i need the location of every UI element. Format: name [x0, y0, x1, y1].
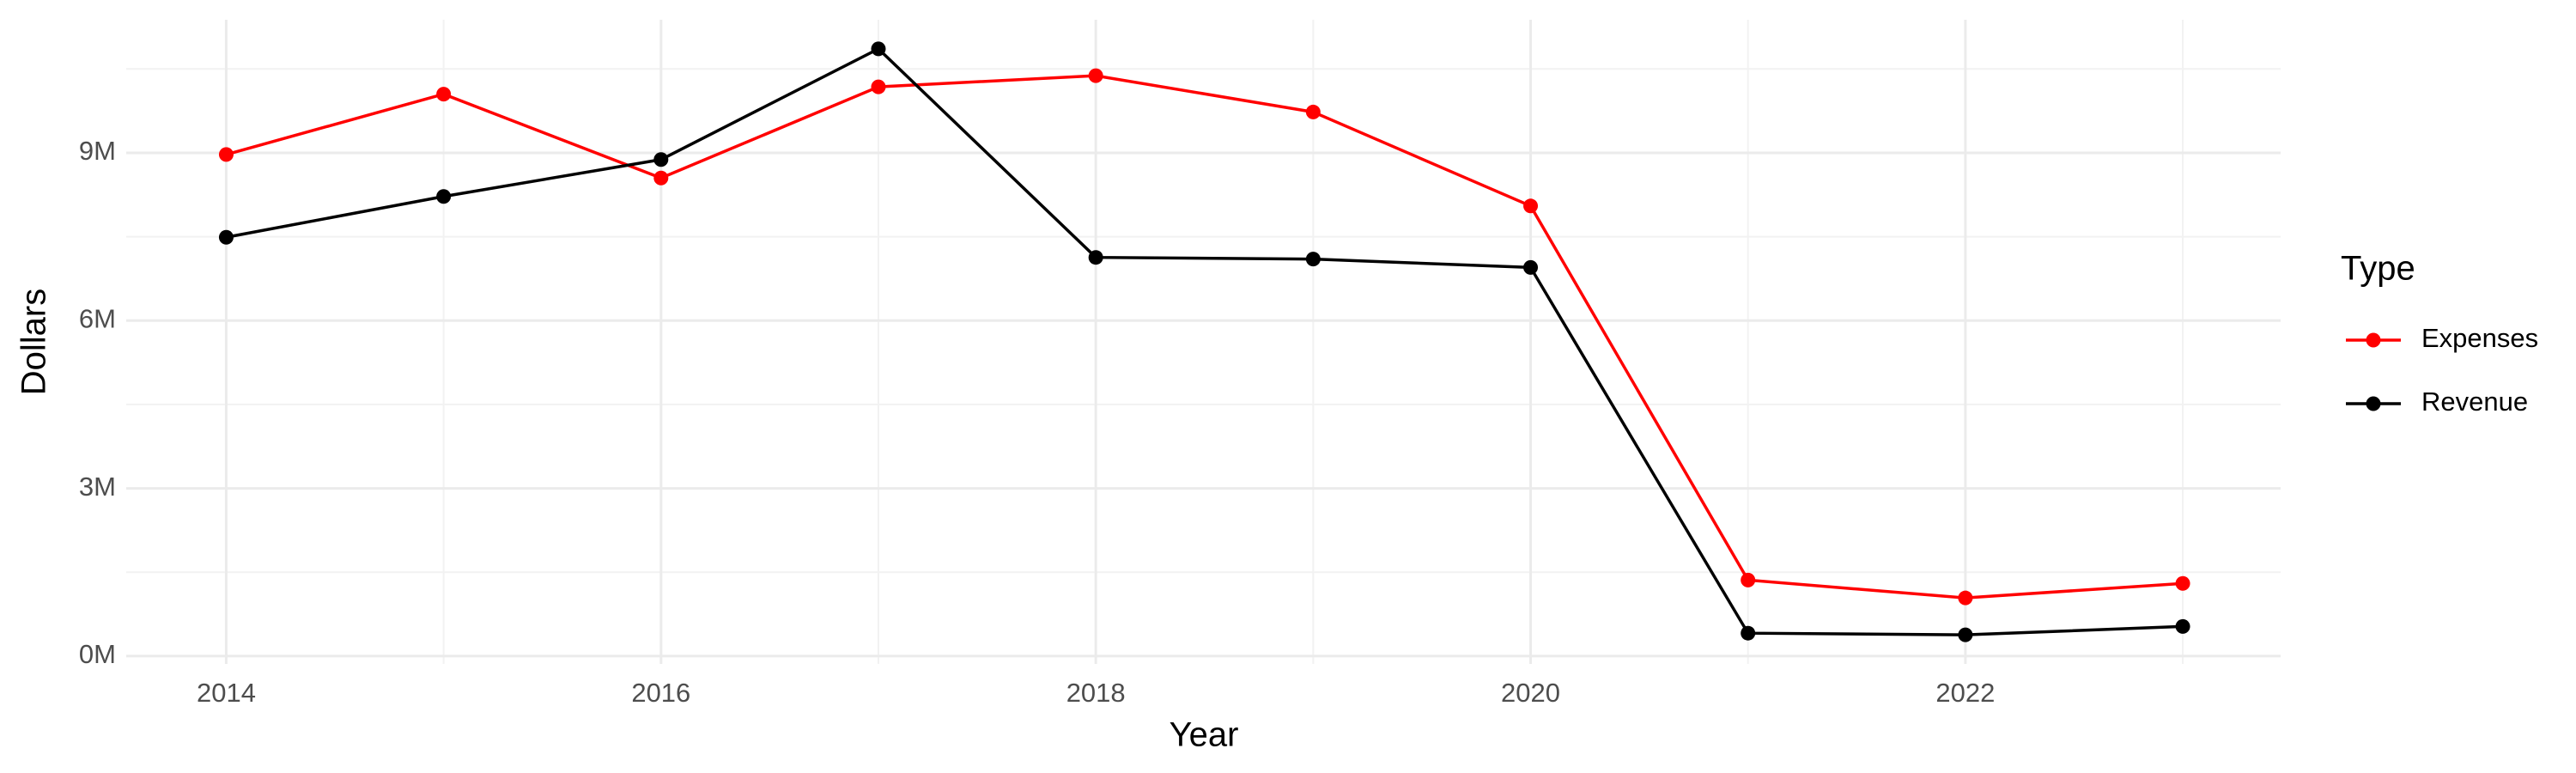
legend-title: Type: [2341, 250, 2415, 288]
point: [1088, 250, 1103, 265]
point: [1523, 198, 1539, 214]
point: [871, 41, 886, 57]
line: [225, 74, 2184, 600]
point: [871, 79, 886, 94]
point: [1741, 572, 1756, 587]
point: [436, 87, 452, 102]
point: [218, 229, 234, 245]
legend-point: [2366, 396, 2381, 411]
x-axis-title: Year: [1170, 716, 1239, 754]
y-tick-label: 0M: [79, 639, 116, 669]
series: [218, 68, 2190, 606]
point: [2175, 618, 2190, 634]
x-tick-label: 2016: [631, 678, 690, 708]
point: [653, 152, 669, 167]
point: [2175, 575, 2190, 591]
y-axis-title: Dollars: [15, 289, 53, 395]
x-tick-label: 2020: [1501, 678, 1560, 708]
y-tick-label: 3M: [79, 472, 116, 502]
point: [1523, 259, 1539, 275]
point: [218, 147, 234, 162]
point: [1741, 625, 1756, 641]
legend-label: Revenue: [2421, 386, 2528, 417]
point: [1305, 104, 1321, 119]
y-tick-label: 9M: [79, 136, 116, 166]
point: [653, 170, 669, 186]
x-tick-label: 2018: [1066, 678, 1126, 708]
point: [436, 189, 452, 204]
point: [1958, 627, 1973, 642]
x-tick-label: 2014: [197, 678, 256, 708]
line: [226, 46, 2184, 636]
grid: [126, 20, 2281, 664]
point: [1305, 252, 1321, 267]
point: [1088, 68, 1103, 83]
legend-point: [2366, 332, 2381, 348]
y-tick-label: 6M: [79, 303, 116, 333]
series: [218, 41, 2190, 642]
point: [1958, 590, 1973, 606]
x-tick-label: 2022: [1935, 678, 1995, 708]
legend-label: Expenses: [2421, 323, 2538, 353]
